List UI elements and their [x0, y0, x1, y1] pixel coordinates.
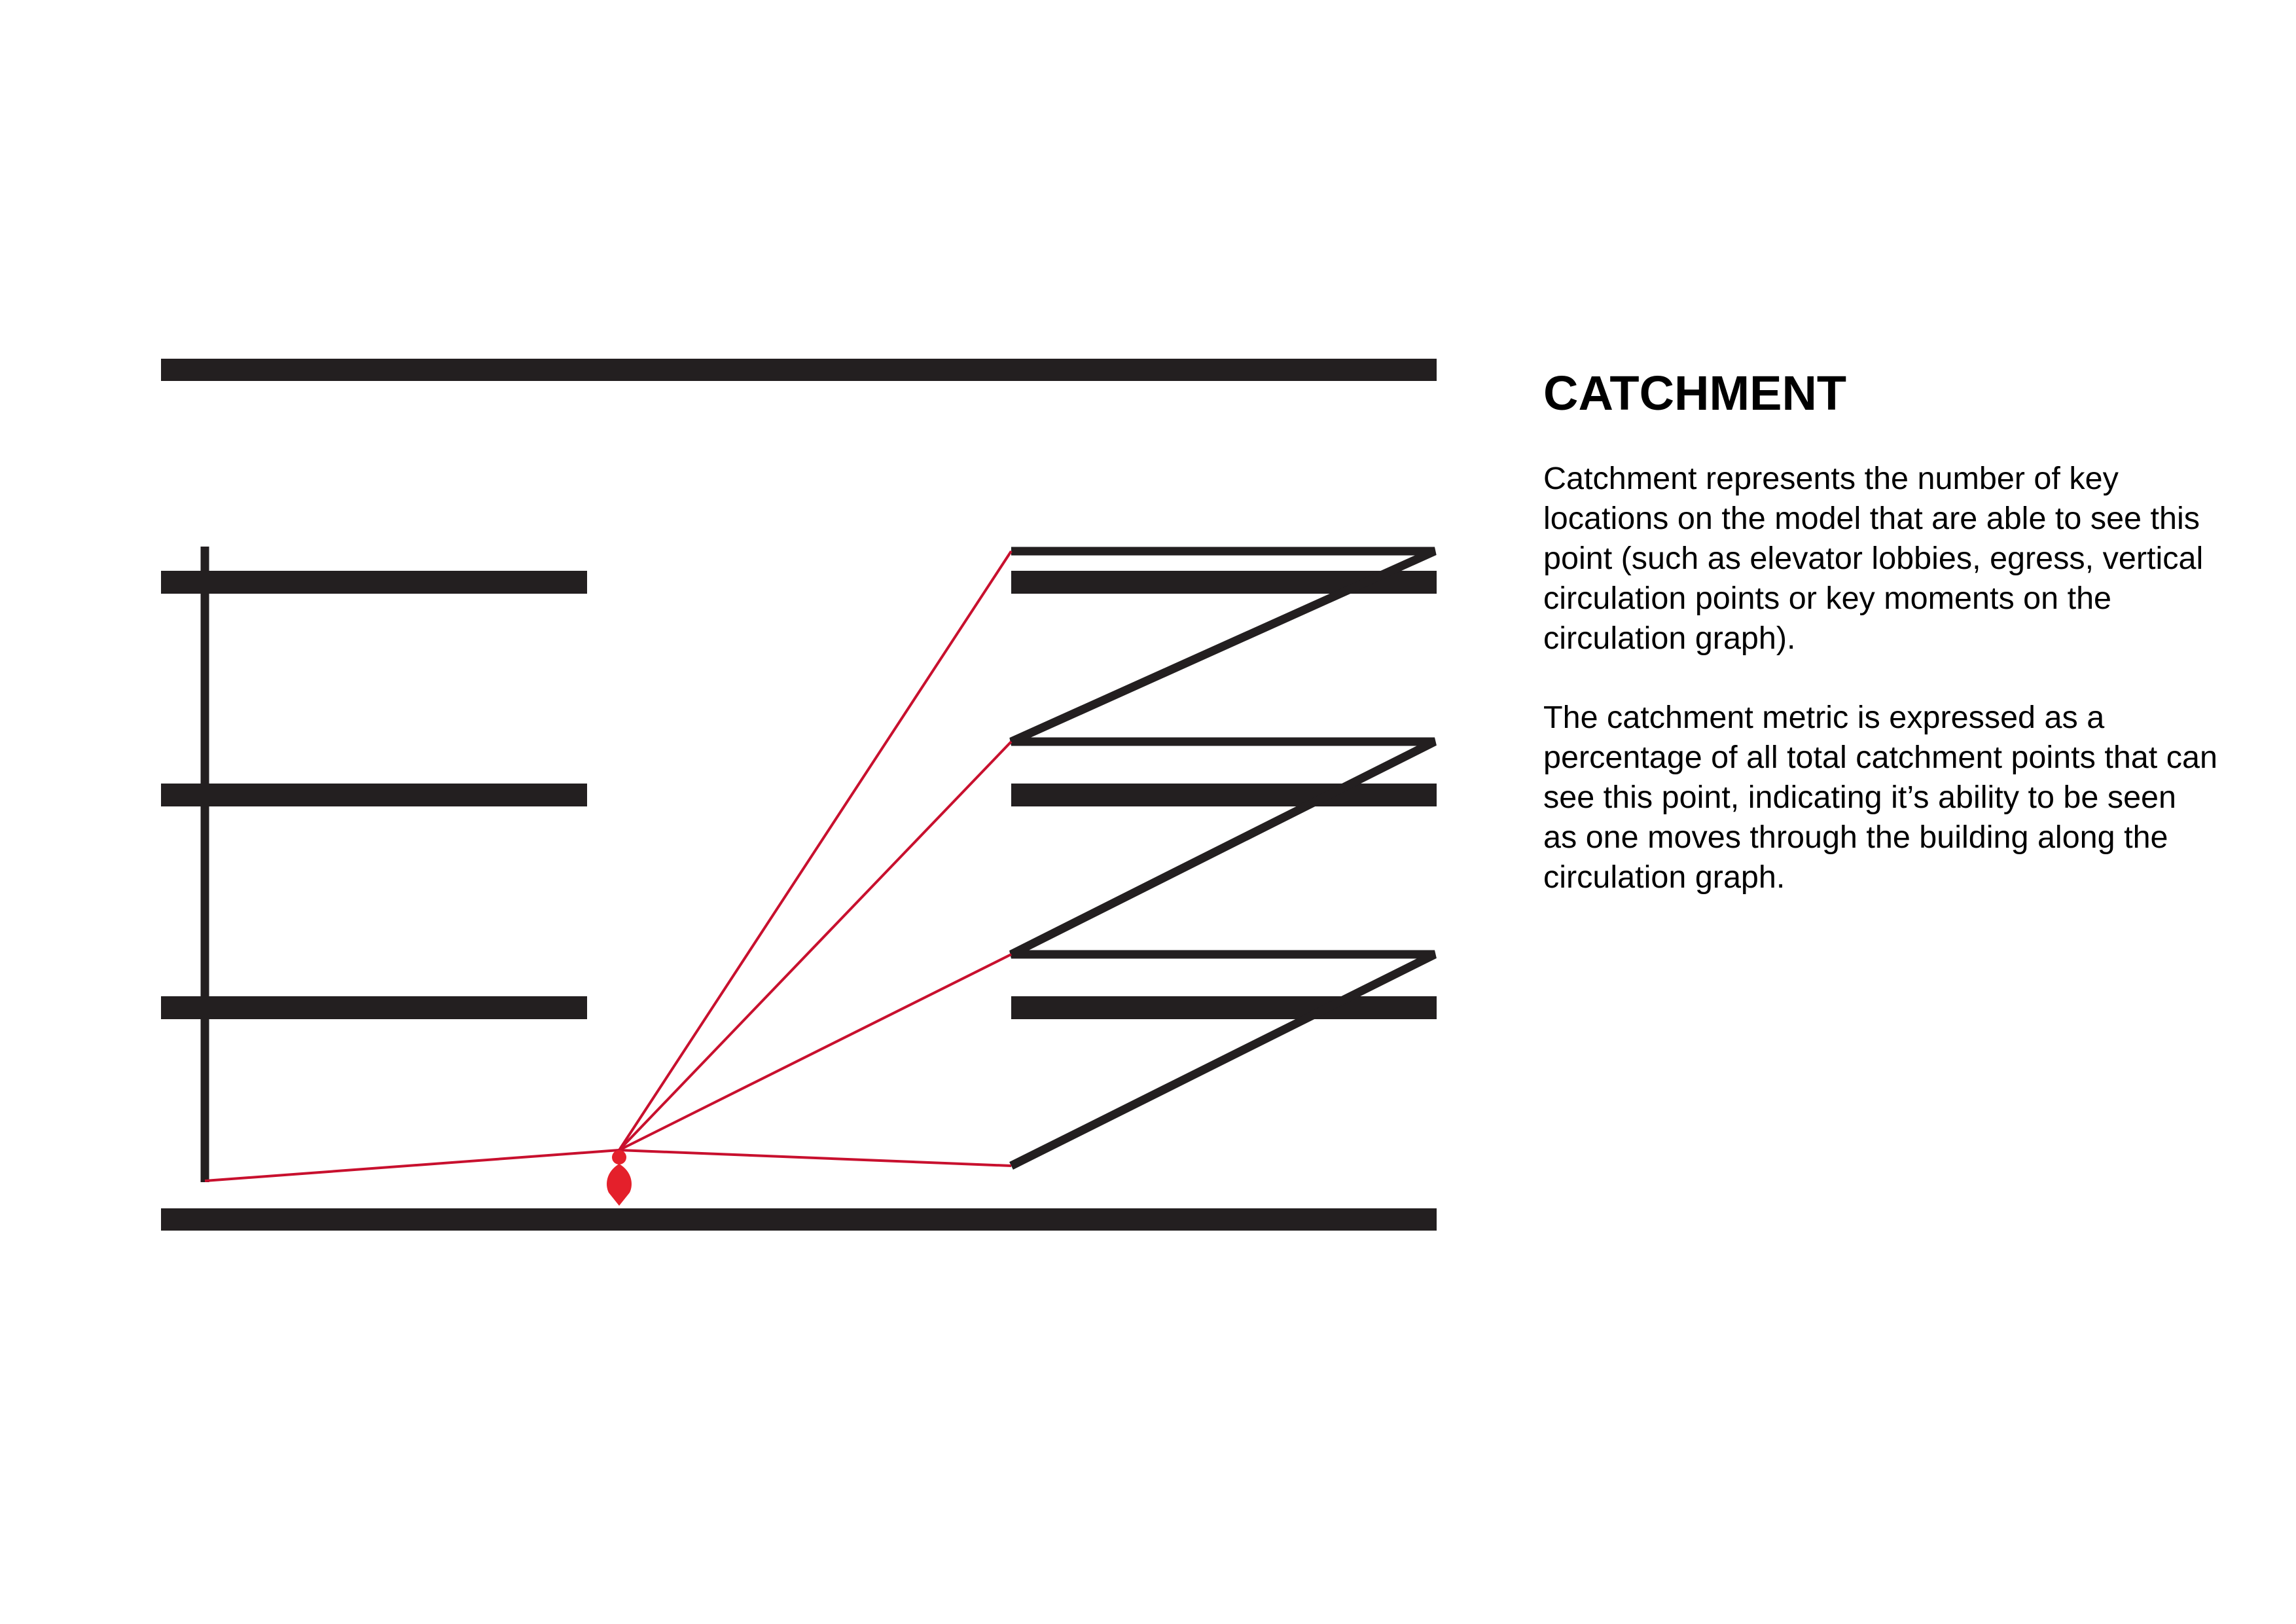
sightline-ramp-level-3 [618, 550, 1013, 1151]
heading: CATCHMENT [1543, 366, 1847, 420]
floor-slabs [161, 359, 1437, 1231]
sightline-ramp-level-1 [619, 953, 1012, 1151]
sightline-core-base [204, 1149, 620, 1182]
sightline-ramp-level-2 [618, 740, 1013, 1151]
floor-slab-left-3 [161, 571, 587, 594]
roof-slab [161, 359, 1437, 381]
paragraph-definition: Catchment represents the number of key l… [1543, 461, 2204, 657]
description-panel: CATCHMENT Catchment represents the numbe… [1543, 367, 2217, 937]
ramp-circulation-path [1009, 547, 1437, 1170]
paragraph-metric: The catchment metric is expressed as a p… [1543, 700, 2217, 895]
floor-slab-right-1 [1011, 996, 1437, 1019]
floor-slab-left-1 [161, 996, 587, 1019]
person-head [612, 1150, 626, 1164]
floor-slab-right-2 [1011, 784, 1437, 806]
person-marker-icon [607, 1150, 632, 1206]
floor-slab-left-2 [161, 784, 587, 806]
sightline-ramp-base [619, 1149, 1012, 1167]
sightlines [204, 550, 1013, 1182]
ground-slab [161, 1208, 1437, 1231]
person-body [607, 1164, 632, 1206]
